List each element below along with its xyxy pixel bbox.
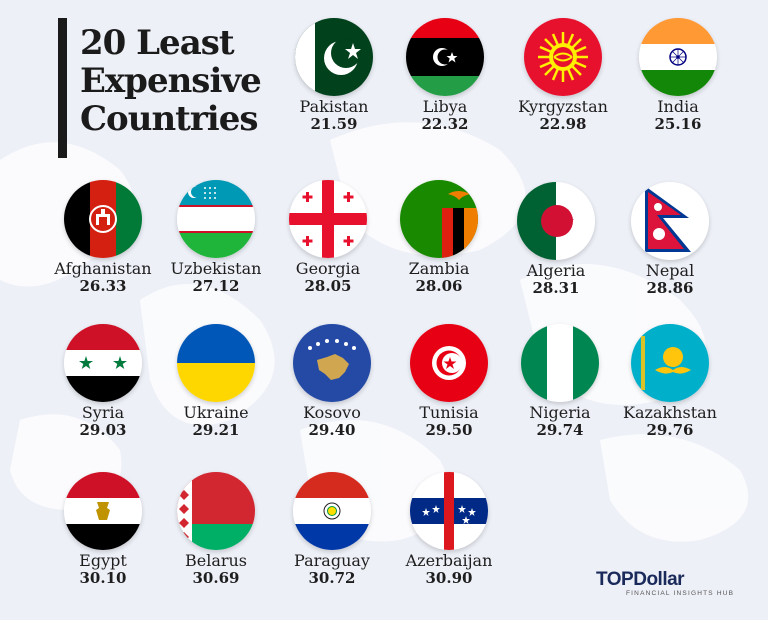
country-name: India [657,97,699,116]
logo-wordmark: TOPDollar [596,570,734,590]
country-card-zambia: Zambia 28.06 [379,180,499,295]
nepal-flag-icon [631,182,709,260]
country-name: Paraguay [294,551,370,570]
title-line-3: Countries [80,99,258,139]
country-value: 25.16 [654,115,702,133]
country-value: 26.33 [79,277,127,295]
country-value: 29.50 [425,421,473,439]
belarus-flag-icon [177,472,255,550]
country-name: Tunisia [419,403,479,422]
country-card-algeria: Algeria 28.31 [496,182,616,297]
title-accent-bar [58,18,67,158]
egypt-flag-icon [64,472,142,550]
country-name: Nepal [645,261,695,280]
country-name: Azerbaijan [405,551,493,570]
country-name: Libya [422,97,468,116]
country-value: 22.32 [421,115,469,133]
country-name: Nigeria [529,403,591,422]
country-card-syria: Syria 29.03 [43,324,163,439]
country-name: Uzbekistan [170,259,262,278]
country-card-pakistan: Pakistan 21.59 [274,18,394,133]
country-value: 30.69 [192,569,240,587]
india-flag-icon [639,18,717,96]
country-name: Georgia [295,259,361,278]
libya-flag-icon [406,18,484,96]
country-card-egypt: Egypt 30.10 [43,472,163,587]
ukraine-flag-icon [177,324,255,402]
country-card-nigeria: Nigeria 29.74 [500,324,620,439]
country-card-tunisia: Tunisia 29.50 [389,324,509,439]
uzbekistan-flag-icon [177,180,255,258]
country-name: Kazakhstan [623,403,717,422]
country-value: 28.86 [646,279,694,297]
tunisia-flag-icon [410,324,488,402]
country-card-kosovo: Kosovo 29.40 [272,324,392,439]
country-name: Algeria [526,261,586,280]
title-line-1: 20 Least [80,23,235,63]
title-line-2: Expensive [80,61,262,101]
kyrgyzstan-flag-icon [524,18,602,96]
country-value: 29.03 [79,421,127,439]
country-card-kyrgyzstan: Kyrgyzstan 22.98 [503,18,623,133]
country-card-kazakhstan: Kazakhstan 29.76 [610,324,730,439]
country-card-india: India 25.16 [618,18,738,133]
country-name: Pakistan [299,97,369,116]
country-card-afghanistan: Afghanistan 26.33 [43,180,163,295]
country-value: 29.74 [536,421,584,439]
country-name: Kosovo [303,403,361,422]
country-name: Belarus [184,551,248,570]
country-value: 28.05 [304,277,352,295]
country-value: 29.76 [646,421,694,439]
country-name: Zambia [408,259,470,278]
country-value: 21.59 [310,115,358,133]
country-name: Kyrgyzstan [518,97,608,116]
country-value: 29.40 [308,421,356,439]
country-value: 30.90 [425,569,473,587]
zambia-flag-icon [400,180,478,258]
topdollar-logo: TOPDollar FINANCIAL INSIGHTS HUB [596,570,735,598]
logo-subtitle: FINANCIAL INSIGHTS HUB [626,590,735,597]
country-card-ukraine: Ukraine 29.21 [156,324,276,439]
country-card-belarus: Belarus 30.69 [156,472,276,587]
country-card-georgia: Georgia 28.05 [268,180,388,295]
country-card-paraguay: Paraguay 30.72 [272,472,392,587]
country-name: Ukraine [183,403,249,422]
kazakhstan-flag-icon [631,324,709,402]
country-value: 30.72 [308,569,356,587]
paraguay-flag-icon [293,472,371,550]
pakistan-flag-icon [295,18,373,96]
syria-flag-icon [64,324,142,402]
logo-part-top: TOP [596,569,634,590]
country-card-azerbaijan: Azerbaijan 30.90 [389,472,509,587]
logo-part-dollar: Dollar [633,569,685,590]
kosovo-flag-icon [293,324,371,402]
afghanistan-flag-icon [64,180,142,258]
country-name: Afghanistan [54,259,152,278]
country-value: 28.06 [415,277,463,295]
country-card-libya: Libya 22.32 [385,18,505,133]
country-name: Syria [81,403,125,422]
nigeria-flag-icon [521,324,599,402]
country-name: Egypt [79,551,127,570]
country-value: 30.10 [79,569,127,587]
country-value: 28.31 [532,279,580,297]
country-card-nepal: Nepal 28.86 [610,182,730,297]
algeria-flag-icon [517,182,595,260]
country-card-uzbekistan: Uzbekistan 27.12 [156,180,276,295]
georgia-flag-icon [289,180,367,258]
country-value: 22.98 [539,115,587,133]
page-title: 20 Least Expensive Countries [80,23,262,139]
azerbaijan-flag-icon [410,472,488,550]
country-value: 29.21 [192,421,240,439]
country-value: 27.12 [192,277,240,295]
